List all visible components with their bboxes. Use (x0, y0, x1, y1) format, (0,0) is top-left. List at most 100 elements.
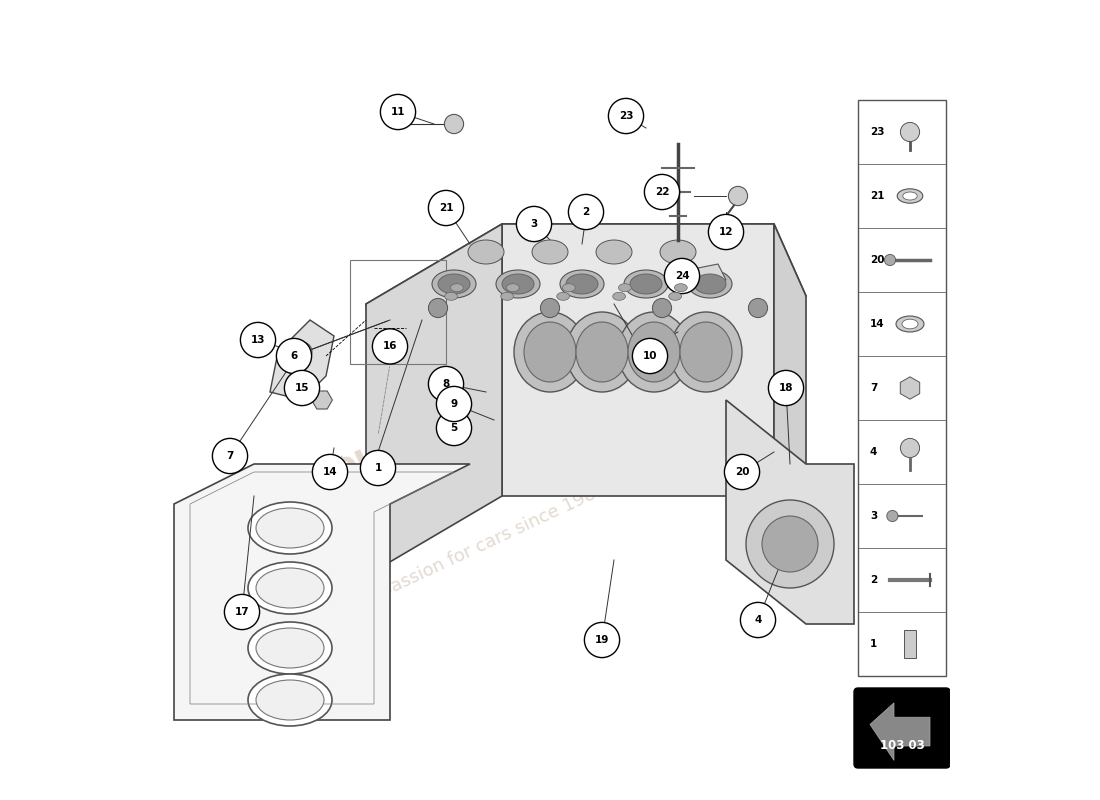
Text: 23: 23 (618, 111, 634, 121)
Circle shape (887, 510, 898, 522)
Text: 4: 4 (755, 615, 761, 625)
Text: a passion for cars since 1985: a passion for cars since 1985 (363, 480, 609, 608)
Text: 11: 11 (390, 107, 405, 117)
Ellipse shape (256, 628, 324, 668)
Circle shape (437, 386, 472, 422)
Circle shape (645, 174, 680, 210)
Ellipse shape (903, 192, 917, 200)
Ellipse shape (451, 284, 463, 292)
Text: 2: 2 (870, 575, 878, 585)
Text: 10: 10 (642, 351, 658, 361)
Ellipse shape (670, 312, 742, 392)
Circle shape (748, 298, 768, 318)
Ellipse shape (576, 322, 628, 382)
Text: 8: 8 (442, 379, 450, 389)
Circle shape (276, 338, 311, 374)
Circle shape (428, 298, 448, 318)
Text: 23: 23 (870, 127, 884, 137)
Text: 20: 20 (735, 467, 749, 477)
Ellipse shape (674, 284, 688, 292)
Circle shape (373, 329, 408, 364)
Circle shape (901, 122, 920, 142)
Circle shape (241, 322, 276, 358)
Ellipse shape (618, 284, 631, 292)
Polygon shape (174, 464, 470, 720)
Polygon shape (774, 224, 806, 560)
Polygon shape (726, 400, 854, 624)
Ellipse shape (524, 322, 576, 382)
Circle shape (740, 602, 776, 638)
Circle shape (652, 298, 672, 318)
Text: 20: 20 (870, 255, 884, 265)
Ellipse shape (566, 274, 598, 294)
Text: eurocarparts: eurocarparts (328, 345, 581, 487)
Ellipse shape (438, 274, 470, 294)
Circle shape (361, 450, 396, 486)
Ellipse shape (496, 270, 540, 298)
Text: 2: 2 (582, 207, 590, 217)
Circle shape (428, 366, 463, 402)
Text: 19: 19 (595, 635, 609, 645)
Ellipse shape (256, 680, 324, 720)
Text: 5: 5 (450, 423, 458, 433)
Ellipse shape (292, 342, 312, 362)
Ellipse shape (248, 674, 332, 726)
Circle shape (285, 370, 320, 406)
Ellipse shape (669, 292, 682, 300)
Bar (858, 100, 946, 676)
Text: 1: 1 (374, 463, 382, 473)
Text: 18: 18 (779, 383, 793, 393)
Circle shape (901, 438, 920, 458)
Ellipse shape (898, 189, 923, 203)
Circle shape (632, 338, 668, 374)
Ellipse shape (628, 322, 680, 382)
Ellipse shape (500, 292, 514, 300)
Circle shape (312, 454, 348, 490)
Text: 16: 16 (383, 342, 397, 351)
Circle shape (569, 194, 604, 230)
Text: 21: 21 (870, 191, 884, 201)
Circle shape (725, 454, 760, 490)
Ellipse shape (562, 284, 575, 292)
Ellipse shape (502, 274, 534, 294)
Ellipse shape (566, 312, 638, 392)
FancyBboxPatch shape (854, 688, 950, 768)
Text: 22: 22 (654, 187, 669, 197)
Text: 3: 3 (870, 511, 878, 521)
Text: 24: 24 (674, 271, 690, 281)
Circle shape (608, 98, 644, 134)
Circle shape (664, 258, 700, 294)
Circle shape (708, 214, 744, 250)
Text: 3: 3 (530, 219, 538, 229)
Ellipse shape (557, 292, 570, 300)
Circle shape (224, 594, 260, 630)
Ellipse shape (896, 316, 924, 332)
Circle shape (728, 186, 748, 206)
Circle shape (884, 254, 895, 266)
Text: 6: 6 (290, 351, 298, 361)
Ellipse shape (514, 312, 586, 392)
Ellipse shape (506, 284, 519, 292)
Ellipse shape (902, 319, 918, 329)
Circle shape (746, 500, 834, 588)
Text: 4: 4 (870, 447, 878, 457)
Circle shape (444, 114, 463, 134)
Text: 15: 15 (295, 383, 309, 393)
Ellipse shape (618, 312, 690, 392)
Text: 14: 14 (322, 467, 338, 477)
Text: 13: 13 (251, 335, 265, 345)
Ellipse shape (660, 240, 696, 264)
Ellipse shape (432, 270, 476, 298)
Circle shape (584, 622, 619, 658)
Polygon shape (900, 377, 920, 399)
Text: 7: 7 (227, 451, 233, 461)
Ellipse shape (596, 240, 632, 264)
Polygon shape (311, 391, 332, 409)
Polygon shape (366, 224, 502, 576)
Text: 9: 9 (450, 399, 458, 409)
Ellipse shape (624, 270, 668, 298)
Circle shape (381, 94, 416, 130)
Ellipse shape (694, 274, 726, 294)
Bar (903, 630, 916, 658)
Text: 21: 21 (439, 203, 453, 213)
